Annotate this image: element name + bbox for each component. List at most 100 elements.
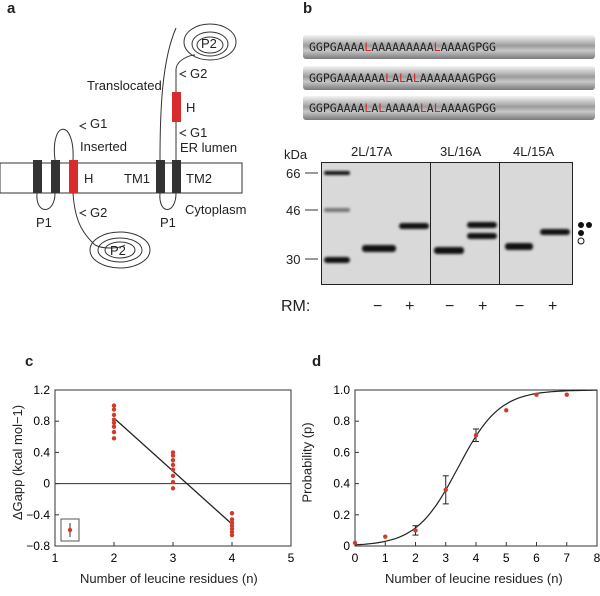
rm-sign-4: + <box>478 298 488 315</box>
data-point <box>443 487 448 493</box>
y-tick-label: −0.4 <box>26 508 50 522</box>
x-tick-label: 8 <box>594 551 600 565</box>
rm-sign-2: + <box>405 298 415 315</box>
data-point <box>170 479 176 485</box>
leucine-residue: L <box>433 101 441 115</box>
chart-c-xlabel: Number of leucine residues (n) <box>80 571 258 586</box>
x-tick-label: 4 <box>473 551 480 565</box>
gel-band <box>505 243 533 250</box>
leucine-residue: L <box>412 71 420 85</box>
gel-band <box>324 257 350 263</box>
data-point <box>170 458 176 463</box>
leucine-residue: L <box>364 101 372 115</box>
tm2-label: TM2 <box>186 171 212 186</box>
data-point <box>170 453 176 458</box>
g1-label-left: G1 <box>90 116 108 131</box>
data-point <box>229 511 235 516</box>
inserted-label: Inserted <box>80 139 127 154</box>
p2-label-top: P2 <box>201 36 217 51</box>
g2-marker-top <box>178 70 187 78</box>
data-point <box>229 517 235 522</box>
lane-label-3l16a: 3L/16A <box>440 144 482 159</box>
sequence-bar-2: GGPGAAAAAAALALALAAAAAAAGPGG <box>303 66 595 90</box>
h-label-top: H <box>186 100 196 115</box>
p2-domain-left-outer <box>89 231 151 269</box>
translocated-label: Translocated <box>87 78 162 93</box>
g1-label-right: G1 <box>190 125 208 140</box>
h-label-inserted: H <box>84 171 94 186</box>
rm-sign-3: − <box>445 298 455 315</box>
data-point <box>473 433 479 438</box>
x-tick-label: 1 <box>52 551 59 565</box>
legend-box <box>60 518 80 542</box>
p1-label-right: P1 <box>160 215 176 230</box>
data-point <box>111 412 117 418</box>
data-point <box>111 424 117 429</box>
data-point <box>504 408 509 413</box>
data-point <box>170 467 176 472</box>
g2-label-top: G2 <box>190 66 208 81</box>
data-point <box>111 407 117 412</box>
tm-left-1 <box>33 160 42 193</box>
x-tick-label: 3 <box>170 551 177 565</box>
leucine-residue: L <box>419 101 427 115</box>
sequence-segment: AAAAGPGG <box>440 101 497 115</box>
x-tick-label: 2 <box>412 551 419 565</box>
lane-label-4l15a: 4L/15A <box>513 144 555 159</box>
legend-point <box>67 527 73 533</box>
data-point <box>564 392 569 397</box>
sequence-segment: GGPGAAAA <box>309 101 365 115</box>
data-point <box>229 526 235 532</box>
g2-label-left: G2 <box>90 205 108 220</box>
sequence-segment: A <box>405 71 413 85</box>
data-point <box>229 523 235 528</box>
x-tick-label: 3 <box>442 551 449 565</box>
h-segment-translocated <box>172 92 181 122</box>
lane-label-2l17a: 2L/17A <box>351 144 393 159</box>
y-tick-label: 1.2 <box>33 383 50 397</box>
sequence-segment: AAAAGPGG <box>440 40 496 54</box>
marker-46: 46 <box>286 203 301 218</box>
y-tick-label: 0.8 <box>333 414 350 428</box>
x-tick-label: 5 <box>503 551 510 565</box>
tm2 <box>172 160 181 193</box>
sequence-segment: AAAAA <box>385 101 420 115</box>
y-tick-label: 0.4 <box>333 477 350 491</box>
leucine-residue: L <box>378 101 386 115</box>
marker-ticks <box>305 172 318 260</box>
gel-band <box>467 233 497 239</box>
p2-label-left: P2 <box>110 243 126 258</box>
panel-a-letter: a <box>7 0 16 17</box>
leucine-residue: L <box>364 40 372 54</box>
data-point <box>229 529 235 535</box>
x-tick-label: 6 <box>533 551 540 565</box>
y-tick-label: −0.8 <box>26 539 50 553</box>
data-point <box>229 520 235 525</box>
data-point <box>383 534 388 539</box>
data-point <box>170 473 176 478</box>
p2-domain-top-outer <box>183 23 237 61</box>
gel-band <box>540 229 570 235</box>
h-segment-inserted <box>69 160 78 193</box>
gel-band <box>324 208 350 212</box>
data-point <box>111 420 117 425</box>
y-tick-label: 0.2 <box>333 508 350 522</box>
marker-30: 30 <box>286 252 301 267</box>
cytoplasm-label: Cytoplasm <box>185 202 247 217</box>
data-point <box>111 429 117 435</box>
tm-left-2 <box>51 160 60 193</box>
x-tick-label: 1 <box>382 551 389 565</box>
sequence-segment: GGPGAAAAAAA <box>309 71 386 85</box>
sequence-bar-3: GGPGAAAALALAAAAALALAAAAGPGG <box>303 96 595 120</box>
leucine-residue: L <box>385 71 393 85</box>
y-tick-label: 0.4 <box>33 445 50 459</box>
gel-band <box>467 222 497 228</box>
sequence-segment: A <box>426 101 434 115</box>
y-tick-label: 0 <box>43 477 50 491</box>
gel-dot-markers <box>577 222 592 245</box>
sequence-bar-1: GGPGAAAALAAAAAAAAALAAAAGPGG <box>303 35 595 59</box>
data-point <box>170 486 176 491</box>
rm-label: RM: <box>281 298 311 315</box>
data-point <box>534 392 539 397</box>
gel-band <box>399 223 429 229</box>
